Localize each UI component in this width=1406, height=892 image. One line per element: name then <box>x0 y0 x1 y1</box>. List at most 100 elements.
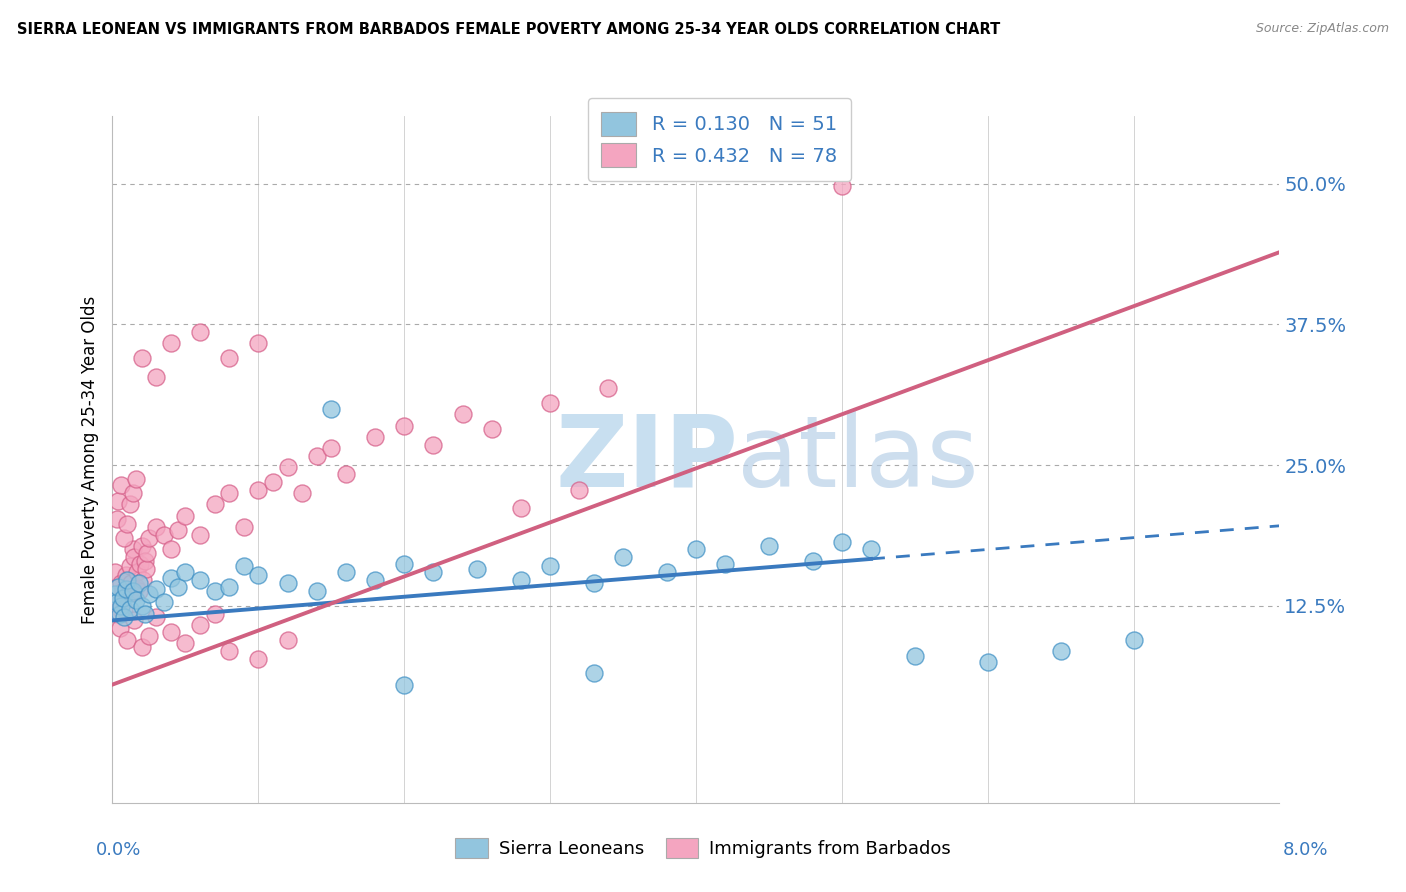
Point <box>188 528 211 542</box>
Point <box>128 576 150 591</box>
Y-axis label: Female Poverty Among 25-34 Year Olds: Female Poverty Among 25-34 Year Olds <box>80 295 98 624</box>
Point <box>538 396 561 410</box>
Point <box>394 418 416 433</box>
Point <box>122 542 145 557</box>
Point <box>204 607 226 621</box>
Point <box>509 500 531 515</box>
Point <box>598 381 620 395</box>
Point <box>120 576 142 591</box>
Point <box>904 649 927 664</box>
Point <box>131 539 153 553</box>
Point <box>108 595 131 609</box>
Point <box>132 573 155 587</box>
Point <box>134 607 156 621</box>
Point <box>394 677 416 691</box>
Point <box>128 584 150 599</box>
Point <box>110 599 132 613</box>
Point <box>218 644 240 658</box>
Point <box>107 580 129 594</box>
Point <box>114 582 136 596</box>
Point <box>104 565 127 579</box>
Point <box>276 576 298 591</box>
Point <box>758 539 780 553</box>
Point <box>145 610 167 624</box>
Point <box>247 483 270 497</box>
Point <box>321 401 343 416</box>
Point <box>115 516 138 531</box>
Point <box>305 584 328 599</box>
Point <box>422 565 444 579</box>
Point <box>451 408 474 422</box>
Point <box>612 550 634 565</box>
Point <box>103 599 125 613</box>
Text: 8.0%: 8.0% <box>1284 840 1329 858</box>
Point <box>115 632 138 647</box>
Point <box>160 336 183 351</box>
Point <box>125 471 148 485</box>
Point <box>112 602 135 616</box>
Point <box>107 494 129 508</box>
Legend: R = 0.130   N = 51, R = 0.432   N = 78: R = 0.130 N = 51, R = 0.432 N = 78 <box>588 98 851 181</box>
Point <box>204 584 226 599</box>
Point <box>422 438 444 452</box>
Text: 0.0%: 0.0% <box>96 840 141 858</box>
Point <box>110 478 132 492</box>
Point <box>1049 644 1071 658</box>
Point <box>276 460 298 475</box>
Point <box>174 565 197 579</box>
Point <box>174 636 197 650</box>
Text: atlas: atlas <box>737 411 979 508</box>
Point <box>1122 632 1144 647</box>
Point <box>655 565 678 579</box>
Point <box>976 655 998 669</box>
Point <box>124 614 146 628</box>
Point <box>262 475 284 489</box>
Point <box>131 599 153 613</box>
Point <box>831 534 853 549</box>
Point <box>218 580 240 594</box>
Point <box>188 618 211 632</box>
Point <box>117 587 139 601</box>
Point <box>276 632 298 647</box>
Point <box>115 573 138 587</box>
Point <box>145 582 167 596</box>
Point <box>129 557 152 571</box>
Point <box>124 550 146 565</box>
Point <box>134 554 156 568</box>
Point <box>188 325 211 339</box>
Point <box>394 557 416 571</box>
Point <box>481 422 503 436</box>
Point <box>105 512 128 526</box>
Point <box>104 587 127 601</box>
Point <box>247 336 270 351</box>
Point <box>110 576 132 591</box>
Point <box>188 573 211 587</box>
Point <box>305 449 328 463</box>
Point <box>118 559 141 574</box>
Point <box>111 591 134 605</box>
Point <box>125 580 148 594</box>
Point <box>138 587 160 601</box>
Point <box>801 554 824 568</box>
Point <box>538 559 561 574</box>
Point <box>114 568 136 582</box>
Point <box>115 573 138 587</box>
Point <box>291 486 314 500</box>
Point <box>582 666 605 681</box>
Point <box>364 430 387 444</box>
Point <box>568 483 591 497</box>
Point <box>127 565 149 579</box>
Point <box>105 607 128 621</box>
Point <box>218 351 240 365</box>
Point <box>859 542 883 557</box>
Text: ZIP: ZIP <box>555 411 738 508</box>
Point <box>108 621 131 635</box>
Point <box>105 595 128 609</box>
Point <box>152 595 174 609</box>
Point <box>335 565 357 579</box>
Point <box>167 580 190 594</box>
Point <box>321 441 343 455</box>
Point <box>167 524 190 538</box>
Point <box>831 178 853 193</box>
Point <box>218 486 240 500</box>
